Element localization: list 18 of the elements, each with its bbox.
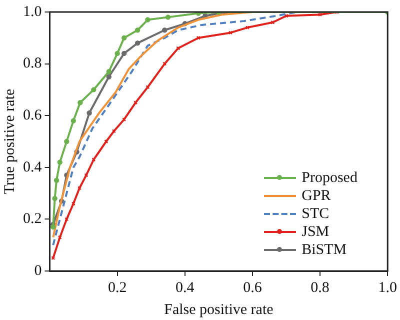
legend-label: GPR xyxy=(302,187,331,205)
y-tick-label: 0.2 xyxy=(23,211,42,228)
y-tick-label: 1.0 xyxy=(23,4,42,20)
x-tick-label: 0.2 xyxy=(108,280,127,296)
legend-label: STC xyxy=(302,205,330,223)
x-tick-label: 0.4 xyxy=(176,280,195,296)
y-tick-label: 0.6 xyxy=(23,108,42,124)
y-axis-title: True positive rate xyxy=(2,88,18,194)
y-tick-label: 0 xyxy=(34,262,42,279)
x-tick-label: 0.8 xyxy=(310,280,330,296)
y-tick-label: 0.4 xyxy=(23,159,42,176)
x-axis-title: False positive rate xyxy=(164,302,274,318)
legend-label: Proposed xyxy=(302,169,358,187)
legend-label: JSM xyxy=(302,223,330,241)
x-tick-label: 1.0 xyxy=(378,280,397,296)
x-tick-label: 0.6 xyxy=(243,280,262,296)
y-tick-label: 0.8 xyxy=(23,56,42,72)
legend-label: BiSTM xyxy=(302,241,347,259)
